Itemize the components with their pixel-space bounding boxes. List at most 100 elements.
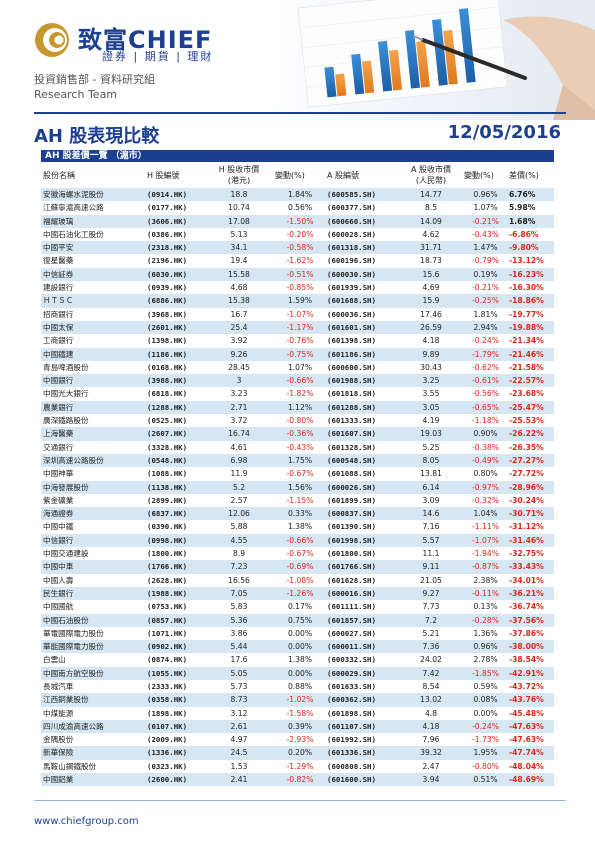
h-code-cell: (1766.HK) <box>145 560 203 574</box>
a-change-cell: 0.80% <box>462 467 507 481</box>
h-code-cell: (1071.HK) <box>145 626 203 641</box>
a-code-cell: (601333.SH) <box>325 414 398 428</box>
a-close-cell: 17.46 <box>398 307 462 321</box>
department-team: Research Team <box>34 88 118 101</box>
a-code-cell: (600660.SH) <box>325 214 398 228</box>
stock-name-cell: 馬鞍山鋼鐵股份 <box>41 759 145 774</box>
h-change-cell: -0.67% <box>273 467 325 481</box>
h-change-cell: 0.17% <box>273 600 325 614</box>
premium-cell: -33.43% <box>507 560 554 574</box>
a-close-cell: 15.6 <box>398 267 462 282</box>
a-code-cell: (600362.SH) <box>325 693 398 707</box>
h-change-cell: 0.00% <box>273 626 325 641</box>
h-code-cell: (1336.HK) <box>145 746 203 760</box>
a-code-cell: (601111.SH) <box>325 600 398 614</box>
a-close-cell: 14.77 <box>398 188 462 202</box>
col-stock-name: 股份名稱 <box>43 170 75 180</box>
a-change-cell: -0.21% <box>462 214 507 228</box>
col-h-close: H 股收市價 (港元) <box>218 165 260 185</box>
premium-cell: -36.21% <box>507 586 554 601</box>
stock-name-cell: 上海醫藥 <box>41 427 145 441</box>
stock-name-cell: 中國石油化工股份 <box>41 227 145 242</box>
table-row: 安徽海螺水泥股份 (0914.HK) 18.8 1.84% (600585.SH) 14.… <box>41 188 554 202</box>
table-row: 中國石油股份 (0857.HK) 5.36 0.75% (601857.SH) 7.2 -0… <box>41 613 554 627</box>
h-code-cell: (1138.HK) <box>145 480 203 494</box>
a-change-cell: -1.18% <box>462 414 507 428</box>
a-close-cell: 2.47 <box>398 759 462 774</box>
stock-name-cell: 中國光大銀行 <box>41 387 145 401</box>
brand-logo: 致富CHIEF 證券 | 期貨 | 理財 <box>34 20 211 63</box>
a-close-cell: 13.81 <box>398 467 462 481</box>
h-change-cell: -1.29% <box>273 759 325 774</box>
a-change-cell: -0.25% <box>462 294 507 308</box>
table-row: 海通證券 (6837.HK) 12.06 0.33% (600837.SH) 14.6 1.… <box>41 507 554 521</box>
a-code-cell: (601398.SH) <box>325 334 398 348</box>
h-code-cell: (0390.HK) <box>145 520 203 534</box>
h-close-cell: 3.12 <box>203 706 273 720</box>
premium-cell: -21.46% <box>507 347 554 361</box>
stock-name-cell: 中煤能源 <box>41 706 145 720</box>
a-code-cell: (601628.SH) <box>325 573 398 587</box>
a-change-cell: 1.81% <box>462 307 507 321</box>
h-close-cell: 15.38 <box>203 294 273 308</box>
h-code-cell: (3328.HK) <box>145 440 203 454</box>
a-close-cell: 31.71 <box>398 241 462 255</box>
premium-cell: -48.04% <box>507 759 554 774</box>
h-close-cell: 4.97 <box>203 733 273 747</box>
a-change-cell: 1.95% <box>462 746 507 760</box>
a-change-cell: 0.51% <box>462 773 507 787</box>
premium-cell: -31.46% <box>507 533 554 548</box>
h-code-cell: (1398.HK) <box>145 334 203 348</box>
ah-premium-table: 股份名稱 H 股編號 H 股收市價 (港元) 變動(%) A 股編號 A 股收市價 (人民… <box>41 162 554 787</box>
table-row: 深圳高速公路股份 (0548.HK) 6.98 1.75% (600548.SH) 8.0… <box>41 453 554 468</box>
stock-name-cell: 青島啤酒股份 <box>41 360 145 375</box>
stock-name-cell: 工商銀行 <box>41 334 145 348</box>
h-close-cell: 3.23 <box>203 387 273 401</box>
a-code-cell: (600029.SH) <box>325 666 398 680</box>
premium-cell: -47.74% <box>507 746 554 760</box>
stock-name-cell: 中國交通建設 <box>41 547 145 561</box>
premium-cell: -16.23% <box>507 267 554 282</box>
a-code-cell: (600028.SH) <box>325 227 398 242</box>
a-code-cell: (601318.SH) <box>325 241 398 255</box>
a-code-cell: (600011.SH) <box>325 640 398 654</box>
table-row: 馬鞍山鋼鐵股份 (0323.HK) 1.53 -1.29% (600808.SH) 2.4… <box>41 759 554 774</box>
stock-name-cell: 華電國際電力股份 <box>41 626 145 641</box>
table-row: 青島啤酒股份 (0168.HK) 28.45 1.07% (600600.SH) 30.4… <box>41 360 554 375</box>
a-close-cell: 24.02 <box>398 653 462 667</box>
table-row: 中國中車 (1766.HK) 7.23 -0.69% (601766.SH) 9.11 -0… <box>41 560 554 574</box>
table-row: 長城汽車 (2333.HK) 5.73 0.88% (601633.SH) 8.54 0.5… <box>41 679 554 694</box>
h-code-cell: (0358.HK) <box>145 693 203 707</box>
brand-emblem-icon <box>35 23 69 57</box>
footer-divider <box>34 800 566 801</box>
table-row: 中國國航 (0753.HK) 5.83 0.17% (601111.SH) 7.73 0.1… <box>41 600 554 614</box>
a-close-cell: 11.1 <box>398 547 462 561</box>
h-change-cell: 0.00% <box>273 666 325 680</box>
h-change-cell: 1.38% <box>273 520 325 534</box>
premium-cell: -43.76% <box>507 693 554 707</box>
h-change-cell: -0.20% <box>273 227 325 242</box>
h-close-cell: 9.26 <box>203 347 273 361</box>
h-close-cell: 28.45 <box>203 360 273 375</box>
stock-name-cell: 福耀玻璃 <box>41 214 145 228</box>
premium-cell: 6.76% <box>507 188 554 202</box>
h-code-cell: (2318.HK) <box>145 241 203 255</box>
h-close-cell: 17.08 <box>203 214 273 228</box>
h-close-cell: 24.5 <box>203 746 273 760</box>
table-row: 中國鋁業 (2600.HK) 2.41 -0.82% (601600.SH) 3.94 0.… <box>41 773 554 787</box>
h-close-cell: 5.88 <box>203 520 273 534</box>
h-close-cell: 2.41 <box>203 773 273 787</box>
h-change-cell: -1.17% <box>273 320 325 335</box>
a-change-cell: 0.96% <box>462 640 507 654</box>
h-close-cell: 19.4 <box>203 254 273 268</box>
a-code-cell: (600026.SH) <box>325 480 398 494</box>
h-change-cell: -0.75% <box>273 347 325 361</box>
website-link[interactable]: www.chiefgroup.com <box>34 816 139 827</box>
a-change-cell: 0.19% <box>462 267 507 282</box>
a-change-cell: -0.21% <box>462 281 507 295</box>
h-code-cell: (0548.HK) <box>145 453 203 468</box>
brand-subtitle: 證券 | 期貨 | 理財 <box>102 50 214 63</box>
h-code-cell: (0857.HK) <box>145 613 203 627</box>
h-change-cell: 1.56% <box>273 480 325 494</box>
a-code-cell: (601800.SH) <box>325 547 398 561</box>
